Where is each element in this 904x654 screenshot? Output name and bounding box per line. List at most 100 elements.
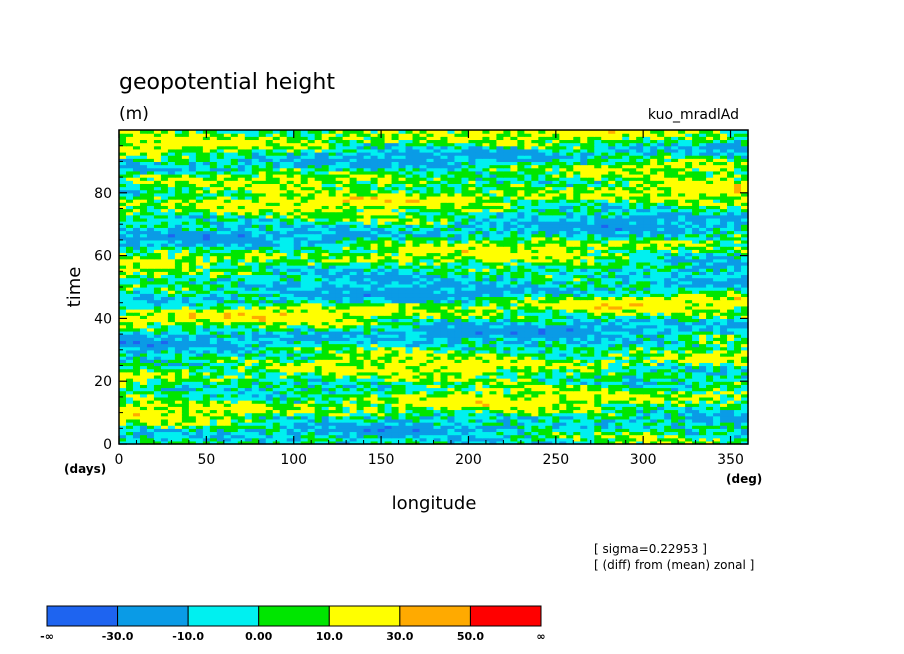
heatmap-cell (300, 418, 309, 423)
heatmap-cell (552, 403, 560, 407)
heatmap-cell (496, 299, 504, 304)
heatmap-cell (174, 299, 183, 304)
heatmap-cell (559, 296, 567, 301)
heatmap-cell (286, 406, 295, 411)
heatmap-cell (119, 337, 127, 341)
heatmap-cell (272, 330, 281, 335)
heatmap-cell (685, 302, 693, 307)
heatmap-cell (272, 290, 281, 294)
heatmap-cell (440, 290, 449, 294)
heatmap-cell (454, 287, 463, 291)
heatmap-cell (356, 356, 365, 360)
heatmap-cell (356, 390, 365, 395)
heatmap-cell (629, 334, 637, 338)
heatmap-cell (482, 362, 491, 367)
heatmap-cell (678, 425, 686, 429)
heatmap-cell (601, 440, 609, 445)
heatmap-cell (391, 274, 400, 279)
heatmap-cell (671, 330, 679, 335)
heatmap-cell (230, 352, 239, 357)
heatmap-cell (188, 296, 197, 301)
heatmap-cell (405, 428, 414, 433)
heatmap-cell (517, 283, 525, 288)
heatmap-cell (727, 327, 735, 332)
heatmap-cell (146, 406, 155, 411)
heatmap-cell (279, 274, 288, 279)
heatmap-cell (286, 378, 295, 382)
heatmap-cell (391, 368, 400, 373)
heatmap-cell (195, 330, 204, 335)
heatmap-cell (223, 359, 232, 363)
heatmap-cell (230, 368, 239, 373)
heatmap-cell (531, 415, 539, 420)
heatmap-cell (566, 422, 574, 426)
heatmap-cell (601, 324, 609, 329)
heatmap-cell (251, 352, 260, 357)
heatmap-cell (377, 315, 386, 319)
heatmap-cell (160, 271, 169, 276)
heatmap-cell (237, 378, 246, 382)
heatmap-cell (580, 293, 588, 298)
heatmap-cell (636, 418, 644, 423)
heatmap-cell (153, 296, 162, 301)
heatmap-cell (587, 368, 595, 373)
heatmap-cell (587, 434, 595, 439)
heatmap-cell (321, 287, 330, 291)
heatmap-cell (461, 415, 470, 420)
heatmap-cell (216, 352, 225, 357)
heatmap-cell (699, 305, 707, 310)
heatmap-cell (419, 302, 428, 307)
heatmap-cell (643, 274, 651, 279)
heatmap-cell (300, 396, 309, 401)
heatmap-cell (629, 400, 637, 404)
heatmap-cell (566, 352, 574, 357)
heatmap-cell (321, 321, 330, 326)
heatmap-cell (363, 368, 372, 373)
heatmap-cell (657, 356, 665, 360)
heatmap-cell (244, 346, 253, 351)
heatmap-cell (587, 280, 595, 285)
heatmap-cell (741, 305, 749, 310)
heatmap-cell (636, 321, 644, 326)
heatmap-cell (699, 434, 707, 439)
heatmap-cell (622, 318, 630, 323)
heatmap-cell (531, 308, 539, 313)
heatmap-cell (293, 387, 302, 392)
heatmap-cell (153, 412, 162, 417)
heatmap-cell (608, 437, 616, 442)
heatmap-cell (727, 409, 735, 414)
heatmap-cell (188, 274, 197, 279)
heatmap-cell (405, 437, 414, 442)
heatmap-cell (447, 280, 456, 285)
heatmap-cell (622, 396, 630, 401)
heatmap-cell (657, 334, 665, 338)
heatmap-cell (265, 434, 274, 439)
heatmap-cell (307, 425, 316, 429)
heatmap-cell (384, 362, 393, 367)
heatmap-cell (244, 324, 253, 329)
heatmap-cell (433, 390, 442, 395)
heatmap-cell (482, 346, 491, 351)
heatmap-cell (671, 431, 679, 436)
heatmap-cell (475, 440, 484, 445)
heatmap-cell (685, 400, 693, 404)
heatmap-cell (510, 318, 518, 323)
heatmap-cell (237, 268, 246, 272)
heatmap-cell (636, 412, 644, 417)
heatmap-cell (657, 362, 665, 367)
heatmap-cell (244, 403, 253, 407)
heatmap-cell (209, 428, 218, 433)
heatmap-cell (426, 415, 435, 420)
heatmap-cell (692, 293, 700, 298)
heatmap-cell (412, 415, 421, 420)
heatmap-cell (573, 308, 581, 313)
heatmap-cell (153, 396, 162, 401)
heatmap-cell (468, 422, 477, 426)
heatmap-cell (293, 302, 302, 307)
heatmap-cell (356, 374, 365, 379)
heatmap-cell (181, 321, 190, 326)
heatmap-cell (384, 415, 393, 420)
heatmap-cell (265, 362, 274, 367)
heatmap-cell (384, 280, 393, 285)
heatmap-cell (447, 396, 456, 401)
